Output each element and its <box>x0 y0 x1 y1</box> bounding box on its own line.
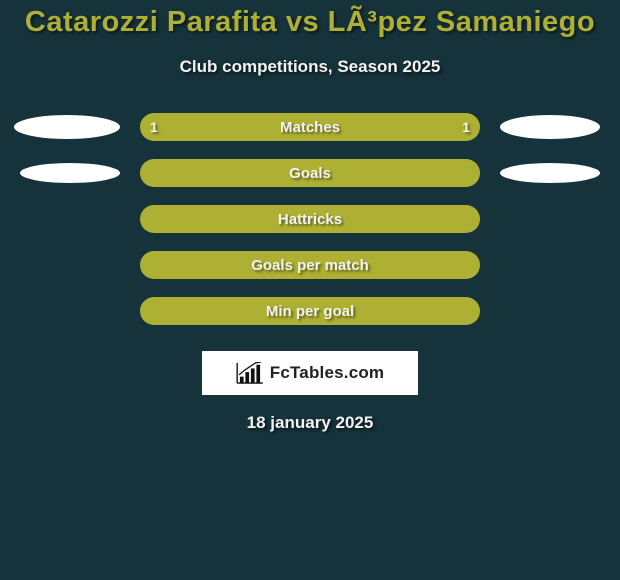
page-subtitle: Club competitions, Season 2025 <box>0 57 620 77</box>
comparison-card: Catarozzi Parafita vs LÃ³pez Samaniego C… <box>0 0 620 580</box>
stat-row: Min per goal <box>0 297 620 325</box>
stat-label: Matches <box>280 119 340 136</box>
stat-bar-mpg: Min per goal <box>140 297 480 325</box>
stat-left-value: 1 <box>150 119 158 135</box>
stat-row: Goals per match <box>0 251 620 279</box>
date-text: 18 january 2025 <box>0 413 620 433</box>
stat-label: Min per goal <box>266 303 354 320</box>
stat-right-value: 1 <box>462 119 470 135</box>
left-decor-ellipse <box>14 115 120 139</box>
branding-text: FcTables.com <box>270 363 385 383</box>
page-title: Catarozzi Parafita vs LÃ³pez Samaniego <box>0 6 620 39</box>
stat-label: Goals per match <box>251 257 369 274</box>
stat-rows: 1 Matches 1 Goals Hattricks <box>0 113 620 325</box>
stat-label: Goals <box>289 165 331 182</box>
stat-row: Hattricks <box>0 205 620 233</box>
right-decor-ellipse <box>500 163 600 183</box>
right-decor-ellipse <box>500 115 600 139</box>
stat-bar-goals: Goals <box>140 159 480 187</box>
left-decor-ellipse <box>20 163 120 183</box>
stat-row: Goals <box>0 159 620 187</box>
stat-label: Hattricks <box>278 211 342 228</box>
stat-bar-hattricks: Hattricks <box>140 205 480 233</box>
stat-bar-matches: 1 Matches 1 <box>140 113 480 141</box>
stat-bar-gpm: Goals per match <box>140 251 480 279</box>
branding-box: FcTables.com <box>202 351 418 395</box>
stat-row: 1 Matches 1 <box>0 113 620 141</box>
chart-icon <box>236 362 264 384</box>
